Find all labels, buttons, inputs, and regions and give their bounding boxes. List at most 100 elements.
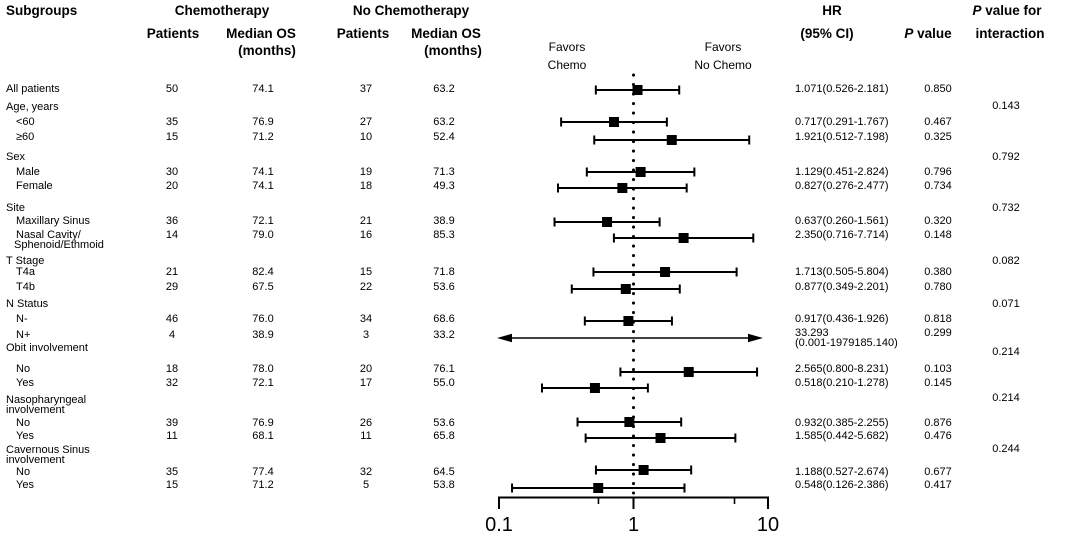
chemo-patients-value: 29 <box>165 281 179 293</box>
nochemo-patients-value: 17 <box>359 377 373 389</box>
chemo-patients-value: 4 <box>168 329 176 341</box>
nochemo-median-os-value: 64.5 <box>433 466 455 478</box>
p-value: 0.796 <box>924 166 952 178</box>
chemo-median-os-value: 72.1 <box>252 377 274 389</box>
hr-marker <box>660 267 671 277</box>
hr-ci-value: 0.518(0.210-1.278) <box>795 377 889 389</box>
column-header-nochemo-patients: Patients <box>336 26 390 41</box>
p-value: 0.320 <box>924 215 952 227</box>
subgroup-label: All patients <box>6 83 60 95</box>
hr-marker <box>593 483 604 493</box>
nochemo-patients-value: 18 <box>359 180 373 192</box>
chemo-patients-value: 35 <box>165 466 179 478</box>
nochemo-patients-value: 15 <box>359 266 373 278</box>
favors-no-chemo-label-line2: No Chemo <box>694 58 752 72</box>
p-value: 0.467 <box>924 116 952 128</box>
nochemo-patients-value: 26 <box>359 417 373 429</box>
hr-ci-value: 0.877(0.349-2.201) <box>795 281 889 293</box>
subgroup-label: Nasopharyngeal <box>6 394 87 406</box>
chemo-median-os-value: 71.2 <box>252 479 274 491</box>
p-value: 0.148 <box>924 229 952 241</box>
hr-marker <box>638 465 649 475</box>
subgroup-label: N+ <box>16 329 31 341</box>
chemo-patients-value: 15 <box>165 131 179 143</box>
nochemo-median-os-value: 33.2 <box>433 329 455 341</box>
nochemo-patients-value: 16 <box>359 229 373 241</box>
hr-marker <box>602 217 613 227</box>
subgroup-label: Obit involvement <box>6 342 88 354</box>
subgroup-label: Yes <box>16 430 34 442</box>
nochemo-median-os-value: 65.8 <box>433 430 455 442</box>
nochemo-median-os-value: 71.3 <box>433 166 455 178</box>
p-value: 0.818 <box>924 313 952 325</box>
chemo-median-os-value: 78.0 <box>252 363 274 375</box>
subgroup-label: Maxillary Sinus <box>16 215 90 227</box>
hr-marker <box>608 117 619 127</box>
column-header-p-value: P value <box>904 26 952 41</box>
chemo-median-os-value: 74.1 <box>252 180 274 192</box>
chemo-median-os-value: 76.9 <box>252 417 274 429</box>
hr-ci-value: 1.585(0.442-5.682) <box>795 430 889 442</box>
hr-marker <box>620 284 631 294</box>
p-value: 0.677 <box>924 466 952 478</box>
chemo-median-os-value: 79.0 <box>252 229 274 241</box>
hr-ci-value: 1.071(0.526-2.181) <box>795 83 889 95</box>
subgroup-label: T4b <box>16 281 35 293</box>
chemo-patients-value: 20 <box>165 180 179 192</box>
p-value: 0.476 <box>924 430 952 442</box>
hr-ci-value: 2.565(0.800-8.231) <box>795 363 889 375</box>
chemo-patients-value: 50 <box>165 83 179 95</box>
chemo-median-os-value: 72.1 <box>252 215 274 227</box>
subgroup-label-line2: involvement <box>6 404 65 416</box>
nochemo-median-os-value: 85.3 <box>433 229 455 241</box>
p-value: 0.325 <box>924 131 952 143</box>
favors-chemo-label-line1: Favors <box>548 40 586 54</box>
column-header-hr: HR <box>822 3 842 18</box>
hr-marker <box>623 316 634 326</box>
hr-ci-value: 0.932(0.385-2.255) <box>795 417 889 429</box>
subgroup-label: Nasal Cavity/ <box>16 229 81 241</box>
subgroup-label: No <box>16 466 31 478</box>
hr-ci-value: 2.350(0.716-7.714) <box>795 229 889 241</box>
interaction-p-value: 0.071 <box>992 298 1020 310</box>
interaction-p-value: 0.732 <box>992 202 1020 214</box>
nochemo-patients-value: 19 <box>359 166 373 178</box>
hr-ci-value: 0.637(0.260-1.561) <box>795 215 889 227</box>
p-value: 0.299 <box>924 327 952 339</box>
hr-marker <box>624 417 635 427</box>
favors-chemo-label-line2: Chemo <box>547 58 587 72</box>
nochemo-median-os-value: 53.6 <box>433 417 455 429</box>
p-value: 0.417 <box>924 479 952 491</box>
nochemo-patients-value: 32 <box>359 466 373 478</box>
hr-marker <box>589 383 600 393</box>
hr-marker <box>666 135 677 145</box>
favors-no-chemo-label-line1: Favors <box>704 40 742 54</box>
column-header-nochemo-months: (months) <box>424 43 482 58</box>
x-axis-tick-label: 0.1 <box>485 514 513 536</box>
hr-marker <box>632 85 643 95</box>
p-value: 0.876 <box>924 417 952 429</box>
nochemo-patients-value: 21 <box>359 215 373 227</box>
interaction-p-value: 0.792 <box>992 151 1020 163</box>
subgroup-label: No <box>16 363 31 375</box>
nochemo-median-os-value: 49.3 <box>433 180 455 192</box>
hr-ci-value: 1.188(0.527-2.674) <box>795 466 889 478</box>
p-value: 0.145 <box>924 377 952 389</box>
column-header-subgroups: Subgroups <box>6 3 78 18</box>
column-header-p-interaction-line1: P value for <box>972 3 1042 18</box>
chemo-patients-value: 35 <box>165 116 179 128</box>
hr-ci-value: 33.293 <box>795 327 829 339</box>
chemo-patients-value: 14 <box>165 229 179 241</box>
chemo-median-os-value: 74.1 <box>252 166 274 178</box>
subgroup-label: Site <box>6 202 25 214</box>
hr-ci-value: 0.827(0.276-2.477) <box>795 180 889 192</box>
nochemo-median-os-value: 63.2 <box>433 83 455 95</box>
chemo-median-os-value: 68.1 <box>252 430 274 442</box>
nochemo-median-os-value: 53.8 <box>433 479 455 491</box>
chemo-median-os-value: 71.2 <box>252 131 274 143</box>
subgroup-label: N Status <box>6 298 49 310</box>
chemo-patients-value: 32 <box>165 377 179 389</box>
nochemo-median-os-value: 53.6 <box>433 281 455 293</box>
